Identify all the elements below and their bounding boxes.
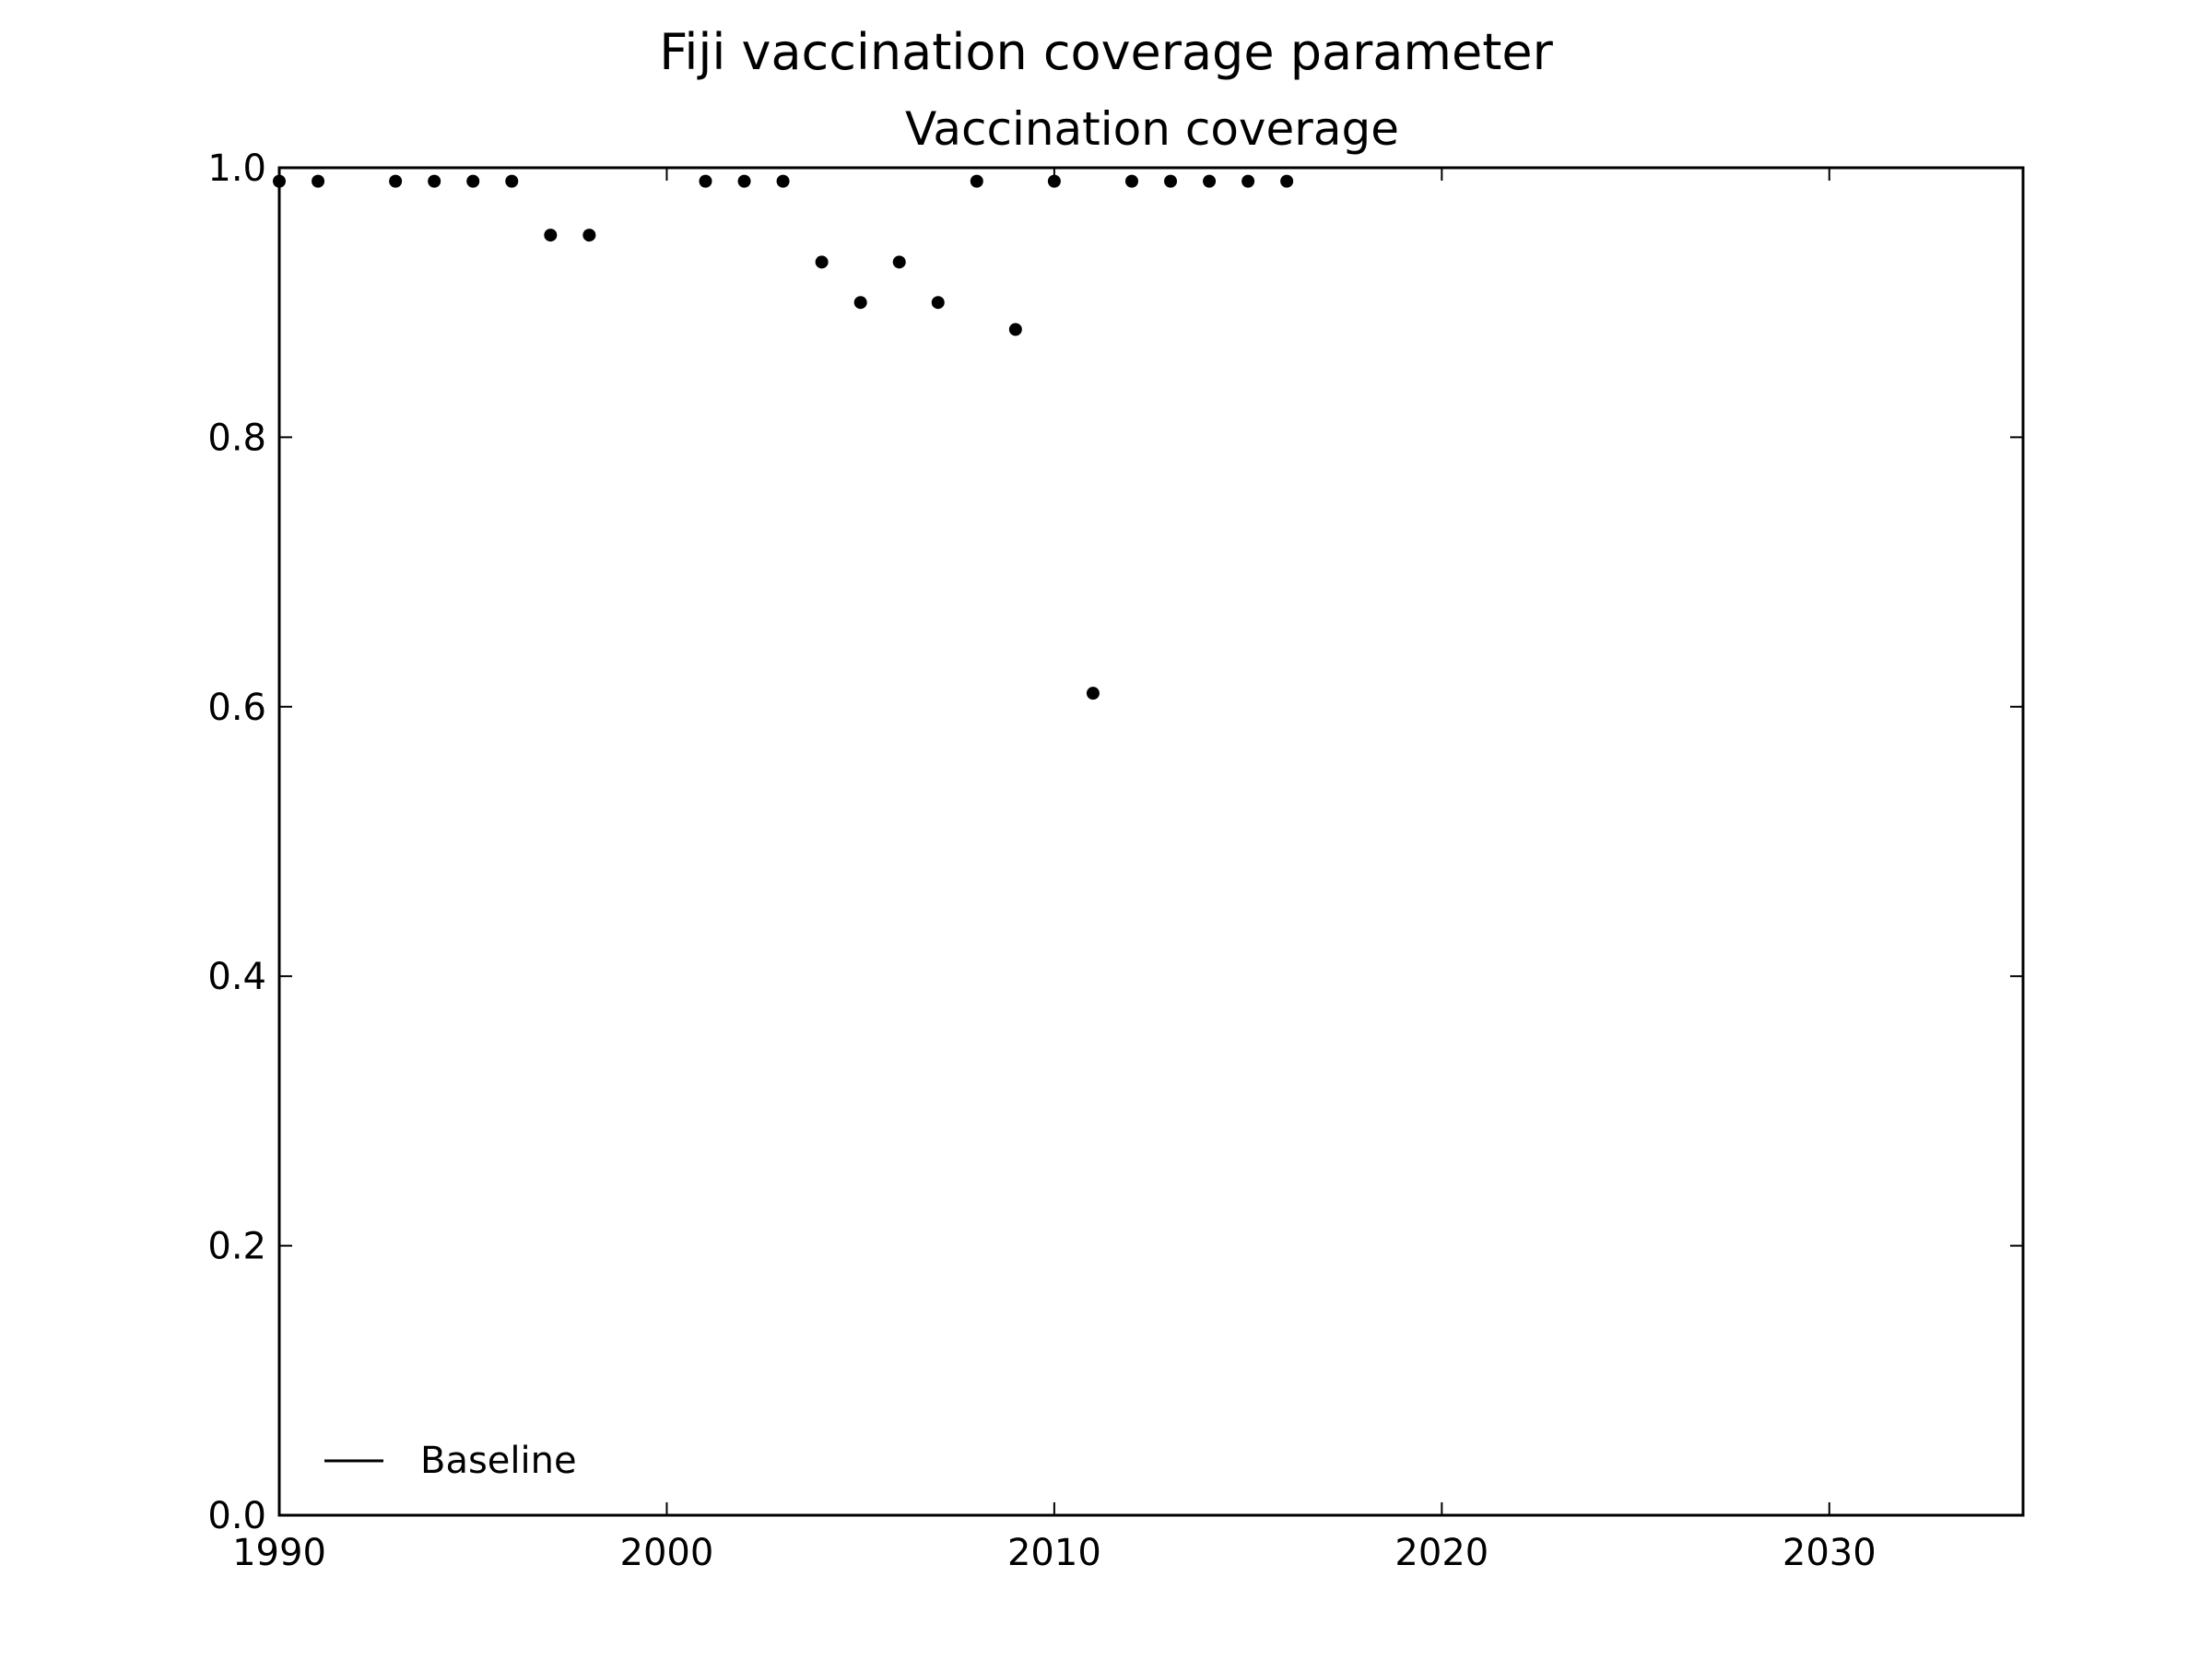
points-layer (273, 174, 1294, 700)
x-tick-label: 1990 (232, 1532, 326, 1574)
y-tick-label: 0.4 (207, 956, 266, 998)
data-point (699, 174, 712, 188)
data-point (737, 174, 751, 188)
data-point (1124, 174, 1138, 188)
data-point (815, 255, 829, 269)
data-point (1164, 174, 1178, 188)
data-point (505, 174, 519, 188)
legend-label-baseline: Baseline (420, 1440, 577, 1482)
data-point (892, 255, 906, 269)
data-point (1047, 174, 1061, 188)
data-point (1241, 174, 1255, 188)
data-point (428, 174, 441, 188)
x-tick-label: 2000 (620, 1532, 714, 1574)
y-tick-label: 0.2 (207, 1226, 266, 1268)
data-point (931, 296, 945, 310)
data-point (853, 296, 867, 310)
data-point (1280, 174, 1294, 188)
figure-suptitle: Fiji vaccination coverage parameter (659, 23, 1553, 81)
data-point (466, 174, 480, 188)
y-tick-label: 0.0 (207, 1495, 266, 1537)
plot-frame (277, 166, 2025, 1517)
data-point (970, 174, 983, 188)
data-point (389, 174, 403, 188)
ticks-layer: 1990 2000 2010 2020 2030 0.0 0.2 0.4 0.6 0.8 1.0 (207, 147, 2023, 1574)
plot-title: Vaccination coverage (905, 102, 1399, 156)
data-point (1008, 323, 1022, 336)
data-point (582, 229, 596, 242)
x-tick-label: 2010 (1007, 1532, 1101, 1574)
y-tick-label: 0.6 (207, 687, 266, 729)
x-tick-label: 2030 (1783, 1532, 1877, 1574)
legend: Baseline (324, 1440, 577, 1482)
y-tick-label: 0.8 (207, 417, 266, 459)
data-point (1203, 174, 1217, 188)
x-tick-label: 2020 (1394, 1532, 1488, 1574)
data-point (1086, 687, 1100, 700)
y-tick-label: 1.0 (207, 147, 266, 190)
data-point (312, 174, 325, 188)
data-point (544, 229, 558, 242)
data-point (776, 174, 790, 188)
